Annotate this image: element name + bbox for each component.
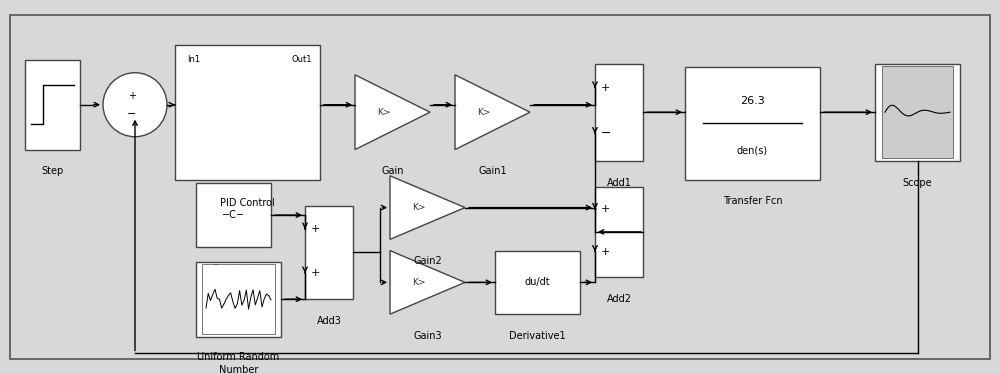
Polygon shape <box>455 75 530 150</box>
Text: du/dt: du/dt <box>525 278 550 287</box>
Text: Add1: Add1 <box>607 178 631 188</box>
Text: +: + <box>128 92 136 101</box>
Polygon shape <box>390 176 465 239</box>
Text: Gain3: Gain3 <box>413 331 442 341</box>
FancyBboxPatch shape <box>595 187 643 277</box>
FancyBboxPatch shape <box>305 206 353 299</box>
FancyBboxPatch shape <box>202 264 275 334</box>
FancyBboxPatch shape <box>10 15 990 359</box>
Text: Out1: Out1 <box>291 55 312 64</box>
Text: Scope: Scope <box>903 178 932 188</box>
FancyBboxPatch shape <box>25 60 80 150</box>
Polygon shape <box>390 251 465 314</box>
Text: 26.3: 26.3 <box>740 96 765 106</box>
FancyBboxPatch shape <box>175 45 320 180</box>
Text: Add2: Add2 <box>606 294 632 304</box>
Text: −C−: −C− <box>222 210 245 220</box>
Text: −: − <box>127 109 137 119</box>
Text: +: + <box>601 246 610 257</box>
FancyBboxPatch shape <box>875 64 960 161</box>
Text: K>: K> <box>412 203 425 212</box>
Text: Gain2: Gain2 <box>413 256 442 266</box>
Ellipse shape <box>103 73 167 137</box>
Text: Transfer Fcn: Transfer Fcn <box>723 196 782 206</box>
Polygon shape <box>355 75 430 150</box>
Text: Gain1: Gain1 <box>478 166 507 177</box>
Text: Gain: Gain <box>381 166 404 177</box>
Text: Number: Number <box>219 365 258 374</box>
FancyBboxPatch shape <box>495 251 580 314</box>
Text: Step: Step <box>41 166 64 177</box>
Text: In1: In1 <box>187 55 200 64</box>
FancyBboxPatch shape <box>685 67 820 180</box>
Text: PID Control: PID Control <box>220 198 275 208</box>
Text: den(s): den(s) <box>737 145 768 155</box>
Text: Add3: Add3 <box>317 316 341 326</box>
FancyBboxPatch shape <box>196 183 271 247</box>
Text: +: + <box>311 268 320 278</box>
Text: +: + <box>311 224 320 234</box>
FancyBboxPatch shape <box>196 262 281 337</box>
Text: K>: K> <box>377 108 390 117</box>
Text: Uniform Random: Uniform Random <box>197 352 280 362</box>
Text: −: − <box>601 127 612 140</box>
Text: Constant: Constant <box>212 264 256 274</box>
Text: K>: K> <box>412 278 425 287</box>
Text: +: + <box>601 83 610 93</box>
FancyBboxPatch shape <box>595 64 643 161</box>
Text: K>: K> <box>477 108 490 117</box>
Text: +: + <box>601 205 610 214</box>
FancyBboxPatch shape <box>882 66 953 158</box>
Text: Derivative1: Derivative1 <box>509 331 566 341</box>
